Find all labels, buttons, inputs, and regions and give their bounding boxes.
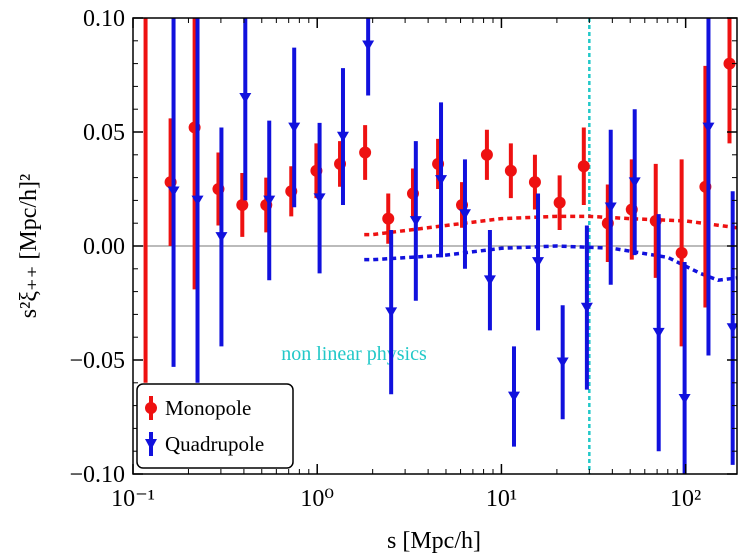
triangle-marker (532, 257, 545, 268)
triangle-marker (385, 307, 398, 318)
circle-marker (553, 196, 566, 209)
triangle-marker (580, 302, 593, 313)
circle-marker (140, 0, 152, 1)
y-tick-label: 0.05 (83, 120, 125, 146)
triangle-marker (336, 131, 349, 142)
legend-marker (145, 439, 157, 450)
circle-marker (504, 164, 517, 177)
triangle-marker (288, 122, 301, 133)
triangle-marker (409, 216, 422, 227)
legend: Monopole Quadrupole (136, 383, 294, 469)
y-tick-label: 0.00 (83, 234, 125, 260)
model-line (364, 244, 737, 282)
triangle-marker (702, 122, 715, 133)
triangle-marker (604, 202, 617, 213)
x-tick-label: 10⁻¹ (111, 486, 155, 512)
y-tick-label: −0.10 (69, 462, 125, 488)
triangle-marker (215, 232, 228, 243)
circle-marker (236, 198, 249, 211)
circle-marker (359, 146, 372, 159)
circle-marker (382, 212, 395, 225)
triangle-marker (362, 40, 375, 51)
triangle-marker (652, 327, 665, 339)
legend-marker (145, 402, 157, 414)
legend-box (136, 383, 294, 469)
circle-marker (723, 57, 736, 70)
circle-marker (675, 246, 688, 259)
x-tick-label: 10² (670, 486, 701, 512)
triangle-marker (239, 93, 252, 104)
y-tick-label: −0.05 (69, 348, 125, 374)
triangle-marker (458, 209, 471, 220)
y-tick-label: 0.10 (83, 6, 125, 32)
x-tick-label: 10⁰ (300, 486, 334, 512)
triangle-marker (313, 193, 326, 204)
circle-marker (480, 148, 493, 161)
triangle-marker (483, 275, 496, 286)
triangle-marker (726, 323, 737, 334)
plot-area (133, 0, 737, 474)
triangle-marker (263, 195, 276, 206)
annotation: non linear physics (281, 343, 427, 365)
legend-label: Monopole (165, 396, 251, 420)
triangle-marker (435, 175, 448, 186)
triangle-marker (556, 357, 569, 368)
legend-label: Quadrupole (165, 432, 264, 456)
x-axis-label: s [Mpc/h] (387, 528, 481, 554)
y-axis-label: s²ξ₊₊ [Mpc/h]² (16, 174, 42, 318)
model-line (364, 214, 737, 237)
x-tick-label: 10¹ (486, 486, 517, 512)
triangle-marker (191, 195, 204, 206)
triangle-marker (507, 391, 520, 402)
triangle-marker (167, 186, 180, 197)
triangle-marker (678, 393, 691, 405)
circle-marker (528, 176, 541, 189)
circle-marker (577, 160, 590, 173)
triangle-marker (628, 177, 641, 188)
